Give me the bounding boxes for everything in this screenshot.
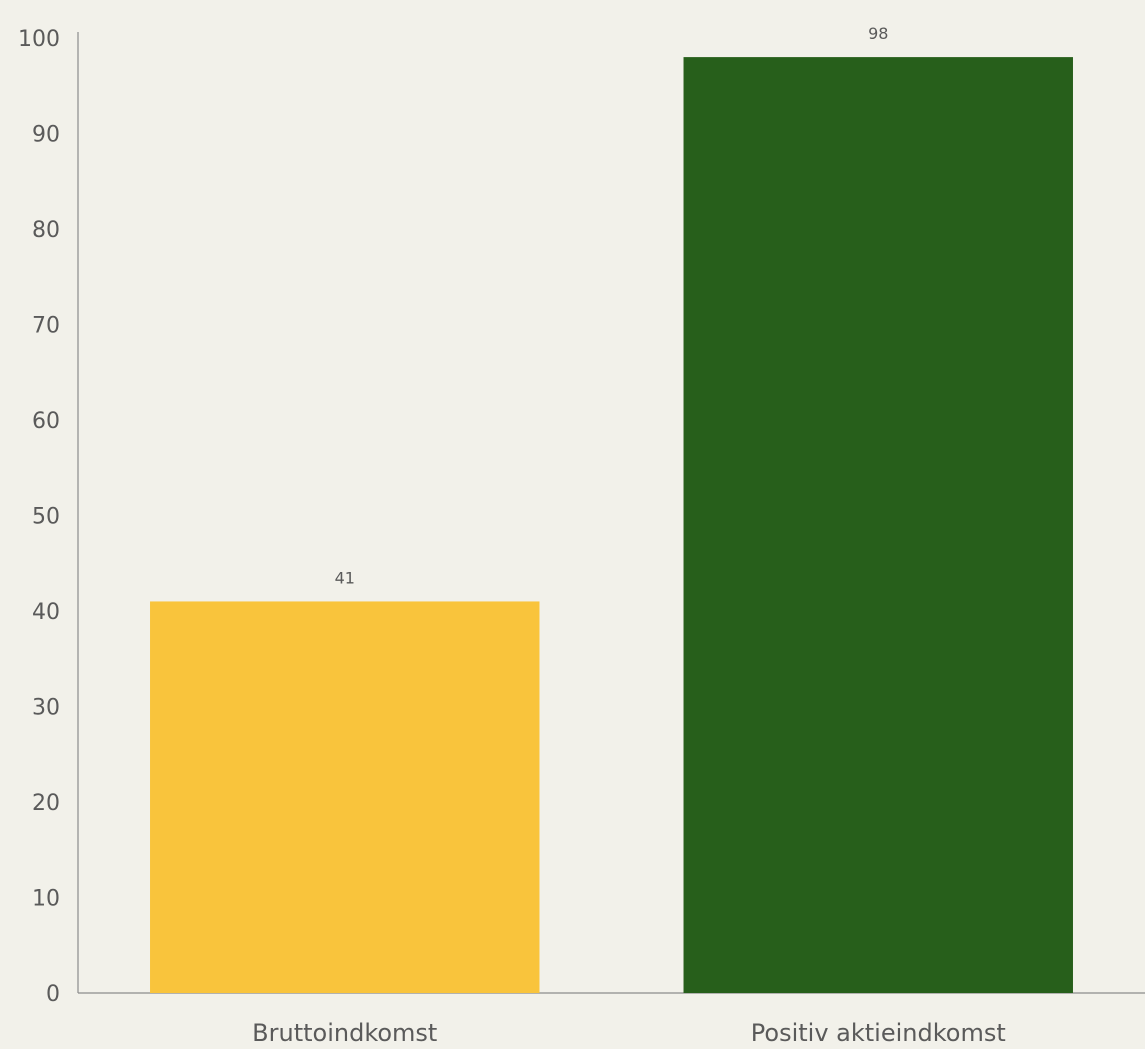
y-tick-label: 50 (32, 505, 60, 530)
y-tick-label: 80 (32, 218, 60, 243)
data-labels: 41 98 (335, 24, 889, 587)
y-tick-label: 90 (32, 123, 60, 148)
data-label: 98 (868, 24, 888, 43)
y-tick-label: 30 (32, 696, 60, 721)
y-tick-label: 20 (32, 791, 60, 816)
category-label: Bruttoindkomst (252, 1019, 437, 1047)
y-tick-label: 0 (46, 982, 60, 1007)
bar-0[interactable] (150, 601, 540, 993)
category-labels: Bruttoindkomst Positiv aktieindkomst (252, 1019, 1006, 1047)
data-label: 41 (335, 568, 355, 587)
y-tick-label: 70 (32, 314, 60, 339)
y-tick-label: 100 (18, 27, 60, 52)
y-tick-label: 60 (32, 409, 60, 434)
category-label: Positiv aktieindkomst (751, 1019, 1006, 1047)
bars (150, 57, 1073, 994)
y-tick-label: 10 (32, 887, 60, 912)
bar-1[interactable] (683, 57, 1073, 994)
y-tick-label: 40 (32, 600, 60, 625)
y-axis: 0 10 20 30 40 50 60 70 80 90 100 (18, 27, 79, 1007)
